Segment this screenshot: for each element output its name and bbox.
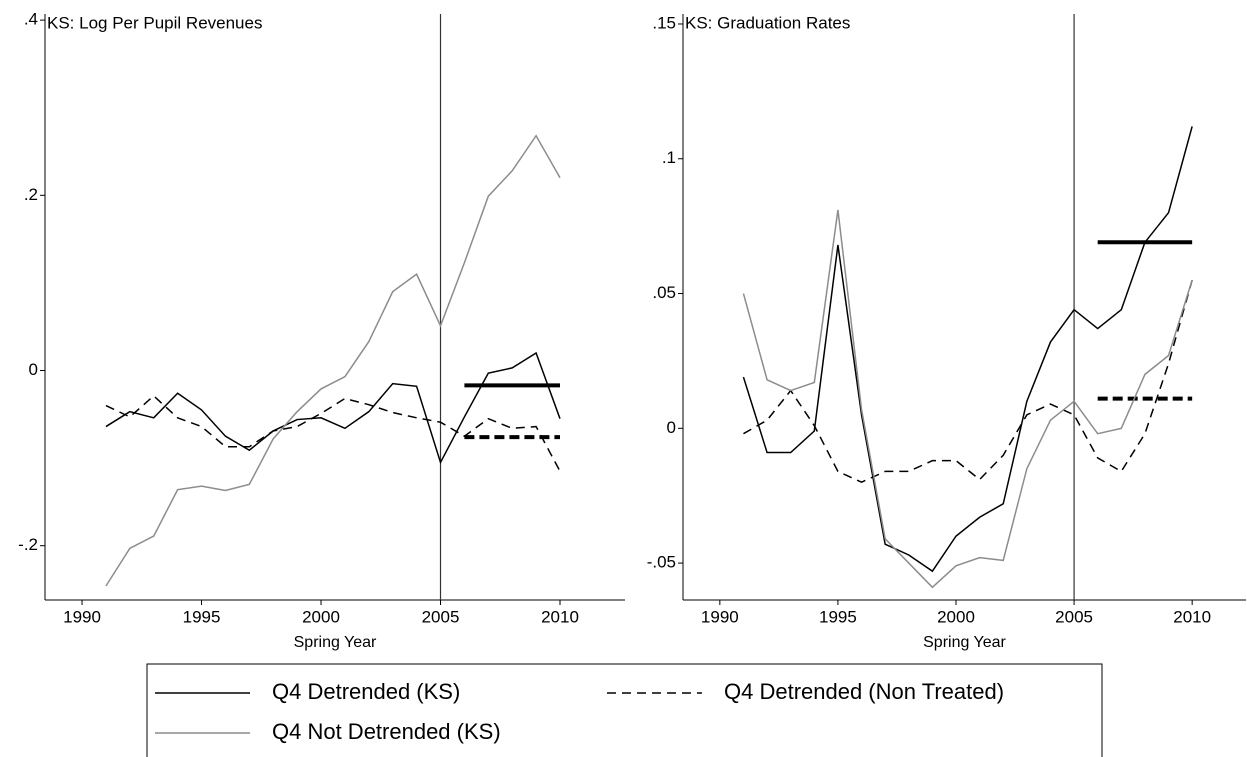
series-line [105, 134, 561, 587]
x-tick-label: 1990 [63, 607, 101, 626]
x-axis-label: Spring Year [294, 634, 377, 651]
x-tick-label: 2005 [422, 607, 460, 626]
y-tick-label: -.05 [647, 553, 676, 572]
series-line [105, 394, 561, 472]
series-line [742, 209, 1193, 589]
x-tick-label: 2010 [1173, 607, 1211, 626]
legend-label: Q4 Detrended (KS) [272, 679, 460, 704]
series-line [742, 126, 1193, 573]
x-tick-label: 2010 [541, 607, 579, 626]
legend-label: Q4 Detrended (Non Treated) [724, 679, 1004, 704]
legend-label: Q4 Not Detrended (KS) [272, 719, 501, 744]
series-line [743, 279, 1193, 484]
x-tick-label: 1990 [701, 607, 739, 626]
series-line [105, 351, 561, 465]
legend-box [146, 663, 1103, 757]
y-tick-label: 0 [667, 418, 676, 437]
x-tick-label: 1995 [183, 607, 221, 626]
y-tick-label: .1 [662, 148, 676, 167]
y-tick-label: .05 [652, 283, 676, 302]
y-tick-label: .2 [24, 185, 38, 204]
y-tick-label: .4 [24, 10, 38, 29]
x-tick-label: 2000 [937, 607, 975, 626]
x-tick-label: 1995 [819, 607, 857, 626]
x-axis-label: Spring Year [923, 634, 1006, 651]
y-tick-label: -.2 [18, 535, 38, 554]
chart-title: KS: Graduation Rates [685, 13, 850, 32]
x-tick-label: 2005 [1055, 607, 1093, 626]
chart-title: KS: Log Per Pupil Revenues [47, 13, 262, 32]
y-tick-label: 0 [29, 360, 38, 379]
y-tick-label: .15 [652, 13, 676, 32]
x-tick-label: 2000 [302, 607, 340, 626]
